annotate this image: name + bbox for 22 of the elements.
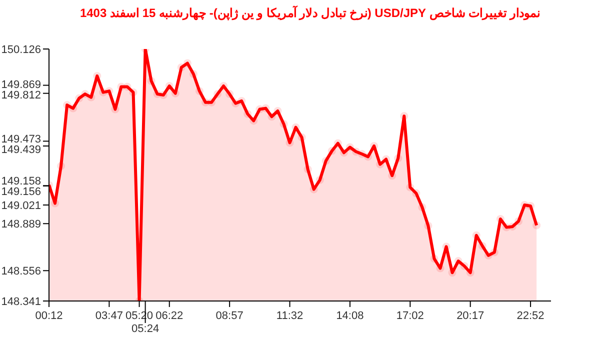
x-tick-label: 22:52: [516, 310, 544, 322]
y-tick-label: 149.021: [1, 200, 41, 212]
y-tick-label: 148.556: [1, 266, 41, 278]
y-tick-label: 148.341: [1, 296, 41, 308]
x-tick-label: 05:24: [132, 323, 160, 335]
x-tick-label: 00:12: [35, 310, 63, 322]
y-tick-label: 149.439: [1, 144, 41, 156]
y-tick-label: 149.869: [1, 79, 41, 92]
chart-title: نمودار تغییرات شاخص USD/JPY (نرخ تبادل دلار آمریکا و ین ژاپن)- چهارشنبه 15 اسفند 1403: [78, 6, 542, 20]
x-tick-label: 17:02: [396, 310, 424, 322]
y-tick-label: 149.473: [1, 133, 41, 146]
y-tick-label: 149.812: [1, 90, 41, 102]
x-tick-label: 06:22: [156, 310, 184, 322]
y-tick-label: 150.126: [1, 44, 41, 56]
y-tick-label: 149.158: [1, 176, 41, 188]
y-tick-label: 149.156: [1, 186, 41, 198]
x-tick-label: 03:47: [95, 310, 123, 322]
x-tick-label: 20:17: [456, 310, 484, 322]
y-tick-label: 148.889: [1, 218, 41, 231]
x-tick-label: 11:32: [276, 310, 304, 322]
x-tick-label: 14:08: [336, 310, 364, 322]
x-tick-label: 08:57: [216, 310, 244, 322]
